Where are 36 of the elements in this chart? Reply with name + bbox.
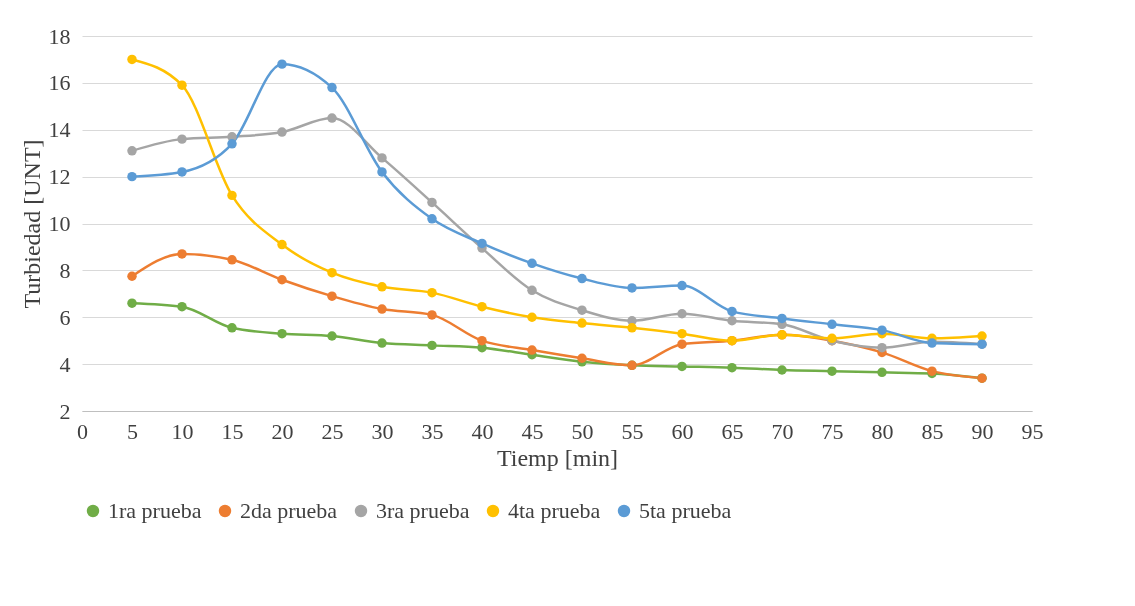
y-tick-label: 16 (48, 70, 71, 96)
y-tick-label: 18 (48, 23, 71, 49)
x-tick-label: 40 (471, 418, 494, 444)
x-tick-label: 95 (1021, 418, 1044, 444)
x-tick-label: 5 (127, 418, 138, 444)
legend-label: 1ra prueba (108, 498, 202, 523)
x-tick-label: 80 (871, 418, 894, 444)
x-tick-label: 30 (371, 418, 394, 444)
x-tick-label: 35 (421, 418, 444, 444)
y-tick-label: 6 (59, 304, 71, 330)
x-tick-label: 10 (171, 418, 194, 444)
x-tick-label: 85 (921, 418, 944, 444)
y-axis-title: Turbiedad [UNT] (18, 139, 45, 309)
x-tick-label: 25 (321, 418, 344, 444)
y-tick-label: 8 (59, 257, 71, 283)
x-tick-label: 50 (571, 418, 594, 444)
legend-label: 4ta prueba (508, 498, 601, 523)
x-tick-label: 15 (221, 418, 244, 444)
legend-label: 3ra prueba (376, 498, 470, 523)
y-tick-label: 4 (59, 351, 71, 377)
x-tick-label: 90 (971, 418, 994, 444)
x-tick-label: 70 (771, 418, 794, 444)
x-tick-label: 65 (721, 418, 744, 444)
x-tick-label: 0 (77, 418, 88, 444)
x-axis-title: Tiemp [min] (496, 444, 619, 471)
x-tick-label: 60 (671, 418, 694, 444)
x-tick-label: 20 (271, 418, 294, 444)
y-tick-label: 2 (59, 398, 71, 424)
y-tick-label: 10 (48, 211, 71, 236)
y-tick-label: 14 (48, 117, 71, 143)
x-tick-label: 75 (821, 418, 844, 444)
y-tick-label: 12 (48, 164, 71, 190)
legend-label: 5ta prueba (639, 498, 732, 523)
x-tick-label: 55 (621, 418, 644, 444)
x-tick-label: 45 (521, 418, 544, 444)
legend-label: 2da prueba (240, 498, 338, 523)
